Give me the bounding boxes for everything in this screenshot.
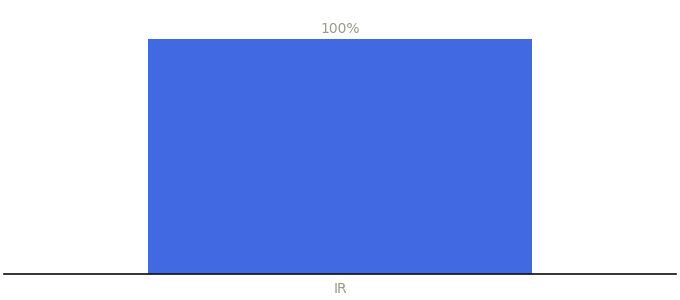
Bar	[148, 39, 532, 274]
Text: 100%: 100%	[320, 22, 360, 36]
